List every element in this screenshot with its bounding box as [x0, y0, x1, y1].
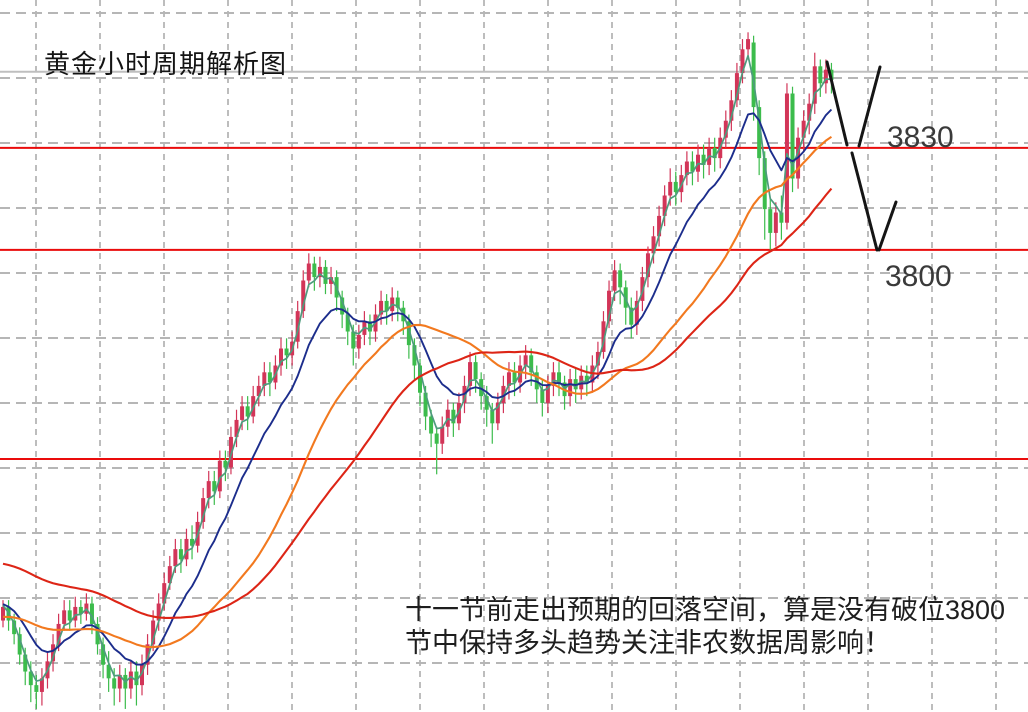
chart-title: 黄金小时周期解析图 — [44, 49, 288, 79]
analysis-note-line-2: 节中保持多头趋势关注非农数据周影响！ — [405, 628, 891, 658]
price-level-label-3800: 3800 — [885, 260, 952, 293]
analysis-note-line-1: 十一节前走出预期的回落空间，算是没有破位3800 — [405, 595, 1006, 625]
price-level-label-3830: 3830 — [887, 121, 954, 154]
analysis-note: 十一节前走出预期的回落空间，算是没有破位3800 节中保持多头趋势关注非农数据周… — [405, 594, 1005, 660]
